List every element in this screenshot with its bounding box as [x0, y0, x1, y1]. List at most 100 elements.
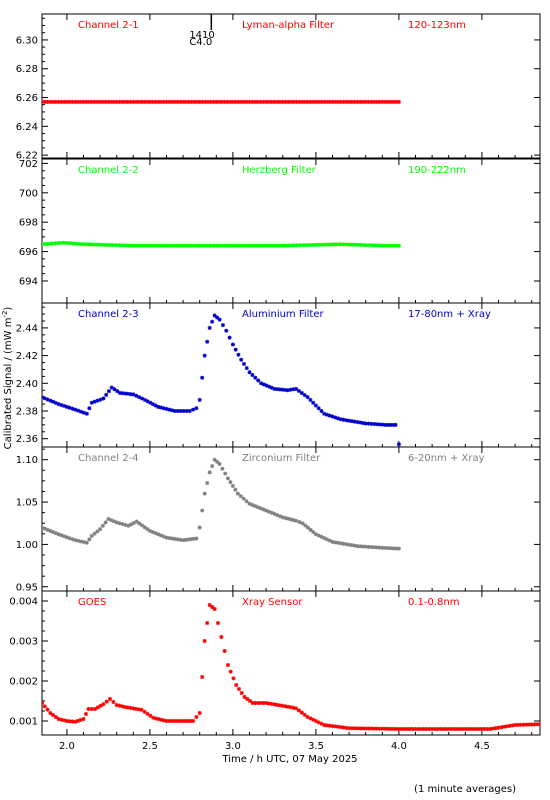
data-point [490, 726, 495, 731]
data-point [286, 516, 291, 521]
data-point [164, 719, 169, 723]
data-point [147, 243, 152, 248]
data-point [485, 727, 490, 731]
data-point [285, 388, 290, 393]
data-point [358, 420, 363, 425]
data-point [338, 541, 343, 546]
data-point [156, 404, 161, 409]
data-point [333, 99, 338, 104]
data-point [391, 243, 396, 248]
filter-label: Zirconium Filter [242, 453, 321, 464]
data-point [261, 701, 266, 705]
data-point [388, 422, 393, 427]
data-point [111, 99, 116, 104]
y-tick-label: 1.10 [16, 455, 38, 466]
data-point [48, 99, 53, 104]
chart-panel-4: 0.95 1.00 1.05 1.10 Channel 2-4 Zirconium Fil… [16, 446, 541, 593]
data-point [164, 406, 169, 411]
data-point [352, 242, 357, 247]
data-point [161, 718, 166, 723]
data-point [175, 537, 180, 542]
data-point [45, 99, 50, 104]
data-point [56, 99, 61, 104]
data-point [172, 99, 177, 104]
data-point [183, 99, 188, 104]
data-point [103, 99, 108, 104]
data-point [275, 513, 280, 518]
data-point [358, 242, 363, 247]
data-point [327, 99, 332, 104]
data-point [106, 389, 111, 394]
y-tick-label: 0.004 [9, 597, 38, 608]
data-point [283, 515, 288, 520]
data-point [385, 99, 390, 104]
x-tick-label: 4.0 [391, 741, 407, 752]
data-point [120, 704, 125, 709]
data-point [239, 243, 244, 248]
data-point [296, 388, 301, 393]
data-point [266, 99, 271, 104]
y-tick-label: 702 [19, 159, 38, 170]
data-point [87, 242, 92, 247]
data-point [147, 99, 152, 104]
x-tick-label: 3.0 [225, 741, 241, 752]
data-point [101, 396, 106, 401]
data-point [219, 635, 224, 639]
data-point [106, 99, 111, 104]
data-point [393, 422, 398, 427]
data-point [250, 701, 255, 705]
data-point [62, 534, 67, 539]
data-point [136, 707, 141, 712]
data-point [84, 411, 89, 416]
data-point [194, 406, 199, 411]
data-point [280, 243, 285, 248]
data-point [504, 724, 509, 729]
data-point [316, 533, 321, 538]
data-point [197, 397, 202, 402]
data-point [67, 241, 72, 246]
data-point [172, 409, 177, 413]
data-point [131, 392, 136, 397]
data-point [366, 243, 371, 248]
data-series [42, 457, 401, 551]
data-point [261, 243, 266, 248]
y-tick-label: 694 [19, 276, 38, 287]
data-point [117, 521, 122, 526]
data-point [380, 422, 385, 427]
data-point [296, 708, 301, 713]
data-point [322, 411, 327, 416]
panel-frame [41, 158, 541, 304]
data-point [319, 721, 324, 726]
data-point [518, 722, 523, 727]
data-point [269, 385, 274, 390]
data-point [308, 242, 313, 247]
y-tick-label: 6.28 [16, 64, 38, 75]
data-point [51, 99, 56, 104]
data-point [360, 544, 365, 549]
data-point [87, 99, 92, 104]
data-point [283, 704, 288, 709]
data-point [446, 727, 451, 731]
data-point [42, 704, 47, 709]
data-point [333, 415, 338, 420]
data-point [128, 705, 133, 710]
data-point [360, 726, 365, 731]
data-point [293, 518, 298, 523]
data-point [333, 242, 338, 247]
data-point [48, 528, 53, 533]
data-point [81, 410, 86, 415]
data-point [244, 366, 249, 371]
data-point [449, 727, 454, 731]
data-point [264, 243, 269, 248]
data-point [324, 242, 329, 247]
data-point [297, 519, 302, 524]
band-label: 0.1-0.8nm [408, 597, 460, 608]
data-point [150, 529, 155, 534]
data-point [256, 701, 261, 705]
data-point [175, 719, 180, 723]
data-point [358, 99, 363, 104]
data-point [308, 716, 313, 721]
data-point [129, 522, 134, 527]
data-point [327, 538, 332, 543]
data-point [294, 99, 299, 104]
